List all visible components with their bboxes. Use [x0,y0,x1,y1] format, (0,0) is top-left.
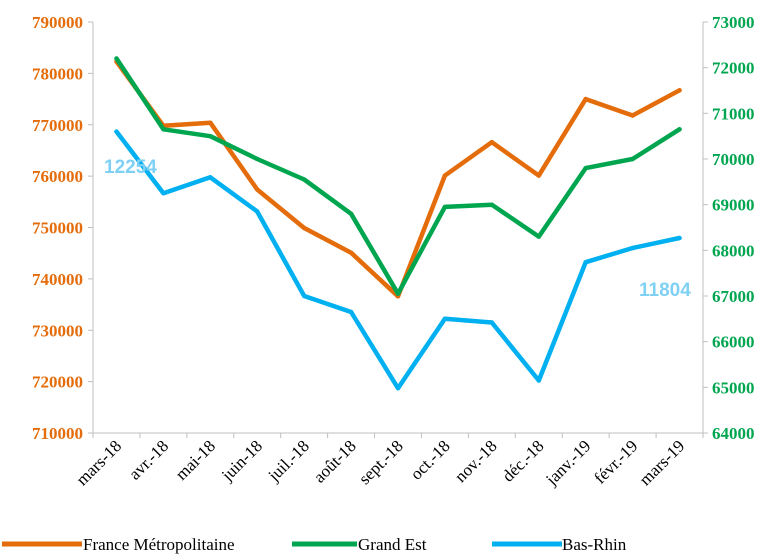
left-tick-label: 750000 [32,219,83,238]
legend-label: Grand Est [358,535,427,554]
data-point [114,56,119,61]
x-tick-label: mars-18 [72,436,125,489]
left-tick-label: 720000 [32,373,83,392]
left-tick-label: 790000 [32,13,83,32]
series-line-bas-rhin [114,129,682,391]
right-tick-label: 71000 [712,104,755,123]
right-tick-label: 65000 [712,378,755,397]
data-point [301,293,307,299]
data-point [114,129,119,134]
data-point [536,378,541,383]
right-tick-label: 68000 [712,241,755,260]
right-tick-label: 72000 [712,59,755,78]
x-tick-label: mai-18 [172,436,219,483]
axes-layer: 710000 720000 730000 740000 750000 760000 7700… [32,13,755,489]
data-point [630,245,635,251]
x-tick-label: mars-19 [636,436,689,489]
right-tick-label: 73000 [712,13,755,32]
data-point [348,250,354,255]
right-tick-label: 70000 [712,150,755,169]
left-tick-label: 740000 [32,270,83,289]
data-point [395,386,401,391]
annotation-label: 11804 [639,280,691,301]
data-point [677,88,682,93]
left-tick-label: 710000 [32,424,83,443]
data-point [677,127,682,132]
x-tick-label: oct.-18 [407,436,454,483]
left-tick-label: 780000 [32,64,83,83]
data-point [348,211,354,216]
data-point [583,96,588,102]
data-point [161,127,166,132]
data-point [489,140,495,145]
data-point [489,320,495,325]
data-point [208,120,213,125]
legend: France Métropolitaine Grand Est Bas-Rhin [2,535,627,554]
data-point [301,177,307,182]
data-point [536,173,541,178]
right-tick-label: 66000 [712,333,755,352]
x-tick-label: sept.-18 [355,436,407,488]
data-point [536,234,541,239]
left-tick-label: 770000 [32,116,83,135]
data-point [208,133,213,139]
data-point [583,260,588,265]
data-point [255,187,260,192]
data-point [301,225,307,231]
x-tick-label: août-18 [310,436,360,486]
data-point [348,309,354,315]
legend-label: France Métropolitaine [83,535,235,554]
data-point [395,291,401,296]
annotation-layer: 12254 11804 [104,157,691,301]
annotation-label: 12254 [104,157,157,178]
legend-label: Bas-Rhin [562,535,627,554]
x-tick-label: juin-18 [217,436,266,485]
left-tick-label: 760000 [32,167,83,186]
data-point [442,173,448,178]
series-layer [114,56,682,391]
x-tick-label: janv.-19 [541,436,594,489]
x-tick-label: juil.-18 [264,436,313,485]
data-point [255,209,260,214]
x-tick-label: déc.-18 [498,436,547,485]
data-point [442,204,448,210]
x-tick-label: févr.-19 [590,436,641,487]
data-point [442,316,448,322]
data-point [489,202,495,207]
left-tick-label: 730000 [32,321,83,340]
data-point [161,191,166,196]
data-point [677,235,682,241]
data-point [630,113,635,118]
x-tick-label: nov.-18 [451,436,501,486]
data-point [630,156,635,162]
right-tick-label: 69000 [712,196,755,215]
data-point [208,175,213,180]
right-tick-label: 64000 [712,424,755,443]
right-tick-label: 67000 [712,287,755,306]
data-point [255,156,260,162]
x-tick-label: avr.-18 [125,436,172,483]
data-point [583,165,588,171]
